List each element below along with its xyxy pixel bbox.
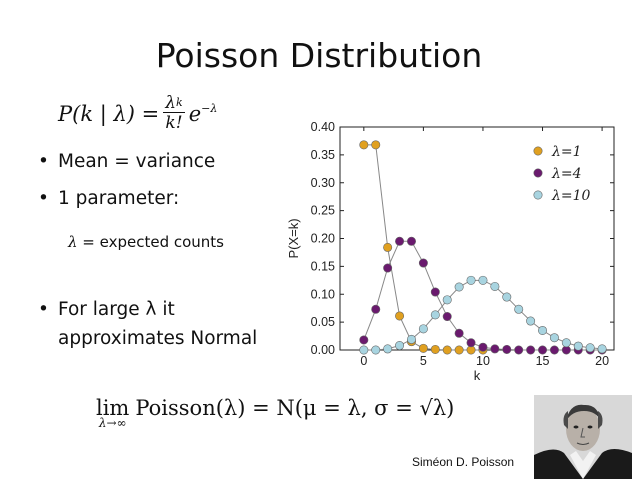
data-point — [526, 345, 536, 355]
data-point — [549, 345, 559, 355]
portrait-caption: Siméon D. Poisson — [412, 455, 515, 469]
data-point — [395, 311, 405, 321]
y-tick-label: 0.30 — [311, 176, 335, 190]
legend-marker — [533, 190, 543, 200]
data-point — [502, 344, 512, 354]
data-point — [561, 338, 571, 348]
bullet-item: • 1 parameter: — [38, 188, 180, 209]
data-point — [406, 236, 416, 246]
data-point — [526, 316, 536, 326]
x-tick-label: 10 — [476, 354, 490, 368]
data-point — [454, 328, 464, 338]
slide-title: Poisson Distribution — [155, 36, 483, 75]
data-point — [454, 282, 464, 292]
x-axis-label: k — [474, 368, 481, 383]
bullet-text: For large λ it — [58, 299, 175, 320]
data-point — [490, 344, 500, 354]
data-point — [573, 341, 583, 351]
data-point — [502, 292, 512, 302]
data-point — [514, 304, 524, 314]
data-point — [430, 310, 440, 320]
data-point — [359, 345, 369, 355]
legend-label: λ=1 — [551, 144, 582, 160]
plot-frame — [339, 126, 615, 351]
poisson-pmf-formula: P(k | λ) = λk k! e−λ — [58, 94, 217, 133]
y-tick-label: 0.40 — [311, 120, 335, 134]
legend-marker — [533, 146, 543, 156]
y-axis-label: P(X=k) — [286, 218, 301, 258]
data-point — [383, 263, 393, 273]
bullet-text: 1 parameter: — [58, 188, 180, 209]
data-point — [371, 304, 381, 314]
formula-numerator: λ — [165, 93, 177, 113]
data-point — [418, 343, 428, 353]
data-point — [418, 258, 428, 268]
data-point — [597, 344, 607, 354]
data-point — [359, 140, 369, 150]
formula-fraction: λk k! — [163, 93, 185, 133]
data-point — [418, 324, 428, 334]
bullet-text: approximates Normal — [58, 328, 258, 349]
x-tick-label: 0 — [360, 354, 367, 368]
bullet-item-continued: approximates Normal — [38, 328, 257, 349]
lambda-symbol: λ — [68, 233, 78, 251]
bullet-item: • Mean = variance — [38, 151, 216, 172]
formula-lhs: P(k | λ) = — [58, 101, 160, 126]
data-point — [538, 325, 548, 335]
bullet-text: Mean = variance — [58, 151, 216, 172]
data-point — [383, 344, 393, 354]
y-tick-label: 0.20 — [311, 232, 335, 246]
x-tick-label: 20 — [595, 354, 609, 368]
x-tick-label: 15 — [536, 354, 550, 368]
series-line — [363, 144, 483, 351]
sub-bullet: λ = expected counts — [68, 233, 224, 251]
poisson-chart: 0.00 0.05 0.10 0.15 0.20 0.25 0.30 0.35 0.40 0 5 10… — [286, 120, 615, 383]
limit-formula: lim λ→∞ Poisson(λ) = N(μ = λ, σ = √λ) — [96, 396, 454, 430]
legend-label: λ=10 — [551, 188, 591, 204]
y-tick-label: 0.10 — [311, 287, 335, 301]
formula-denominator: k! — [163, 112, 185, 133]
data-point — [371, 140, 381, 150]
data-point — [490, 281, 500, 291]
data-point — [395, 341, 405, 351]
formula-numerator-exp: k — [176, 96, 183, 109]
limit-body: Poisson(λ) = N(μ = λ, σ = √λ) — [135, 396, 455, 420]
data-point — [371, 345, 381, 355]
data-point — [478, 275, 488, 285]
y-tick-label: 0.00 — [311, 343, 335, 357]
data-point — [478, 342, 488, 352]
series-line — [363, 240, 603, 351]
data-point — [514, 345, 524, 355]
x-tick-label: 5 — [420, 354, 427, 368]
data-point — [466, 338, 476, 348]
y-tick-label: 0.15 — [311, 259, 335, 273]
data-point — [395, 236, 405, 246]
data-point — [359, 335, 369, 345]
y-tick-label: 0.25 — [311, 204, 335, 218]
limit-operator: lim λ→∞ — [96, 396, 130, 430]
bullet-item: • For large λ it — [38, 299, 175, 320]
sub-bullet-text: = expected counts — [77, 233, 224, 251]
data-point — [549, 333, 559, 343]
formula-exp-base: e — [188, 101, 202, 126]
poisson-portrait — [534, 395, 632, 479]
data-point — [383, 242, 393, 252]
legend-marker — [533, 168, 543, 178]
data-point — [442, 312, 452, 322]
data-point — [442, 345, 452, 355]
data-point — [466, 275, 476, 285]
legend-label: λ=4 — [551, 166, 582, 182]
formula-exp-power: −λ — [201, 101, 218, 115]
data-point — [538, 345, 548, 355]
y-tick-label: 0.05 — [311, 315, 335, 329]
limit-subscript: λ→∞ — [98, 416, 127, 430]
data-point — [585, 343, 595, 353]
data-point — [430, 287, 440, 297]
data-point — [406, 334, 416, 344]
data-point — [442, 295, 452, 305]
data-point — [430, 344, 440, 354]
y-tick-label: 0.35 — [311, 148, 335, 162]
data-point — [454, 345, 464, 355]
